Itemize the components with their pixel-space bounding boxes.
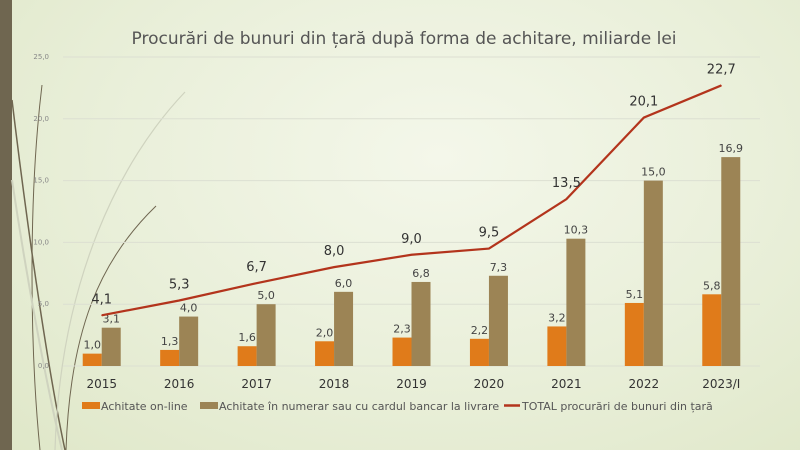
legend-label-cash: Achitate în numerar sau cu cardul bancar… bbox=[219, 400, 499, 413]
decorative-side-strip bbox=[0, 0, 12, 450]
x-tick-label: 2016 bbox=[164, 377, 195, 391]
data-label-online: 2,0 bbox=[316, 326, 334, 339]
bar-cash bbox=[643, 180, 663, 366]
total-point bbox=[643, 117, 645, 119]
data-label-online: 2,2 bbox=[471, 324, 489, 337]
total-point bbox=[256, 282, 258, 284]
data-label-online: 3,2 bbox=[548, 311, 566, 324]
x-tick-label: 2020 bbox=[474, 377, 505, 391]
bar-online bbox=[469, 338, 489, 366]
legend: Achitate on-line Achitate în numerar sau… bbox=[82, 400, 713, 413]
bar-cash bbox=[334, 291, 354, 366]
x-tick-label: 2018 bbox=[319, 377, 350, 391]
data-label-cash: 4,0 bbox=[180, 302, 198, 315]
data-label-online: 5,1 bbox=[626, 288, 644, 301]
data-label-total: 22,7 bbox=[707, 62, 736, 77]
y-tick-label: 10,0 bbox=[33, 238, 49, 246]
data-label-total: 8,0 bbox=[324, 244, 345, 259]
data-label-cash: 10,3 bbox=[564, 224, 589, 237]
total-point bbox=[178, 299, 180, 301]
x-tick-label: 2021 bbox=[551, 377, 582, 391]
legend-swatch-online bbox=[82, 402, 100, 409]
bar-online bbox=[624, 302, 644, 366]
data-label-online: 5,8 bbox=[703, 279, 721, 292]
decorative-curves bbox=[11, 84, 186, 450]
bar-cash bbox=[566, 238, 586, 366]
data-label-online: 1,0 bbox=[83, 339, 101, 352]
total-line bbox=[101, 84, 722, 317]
data-label-cash: 15,0 bbox=[641, 166, 666, 179]
data-label-total: 20,1 bbox=[629, 95, 658, 110]
legend-label-total: TOTAL procurări de bunuri din țară bbox=[521, 400, 713, 413]
total-point bbox=[720, 84, 722, 86]
data-label-total: 9,5 bbox=[479, 226, 500, 241]
bar-cash bbox=[411, 281, 431, 366]
data-label-online: 1,3 bbox=[161, 335, 179, 348]
data-label-online: 1,6 bbox=[238, 331, 256, 344]
total-point bbox=[411, 254, 412, 256]
data-label-total: 5,3 bbox=[169, 277, 190, 292]
bar-online bbox=[547, 326, 567, 366]
y-tick-label: 25,0 bbox=[33, 53, 49, 61]
data-label-cash: 3,1 bbox=[102, 313, 120, 326]
data-label-online: 2,3 bbox=[393, 323, 411, 336]
bar-online bbox=[315, 341, 335, 366]
bar-online bbox=[82, 353, 102, 366]
total-point bbox=[565, 198, 567, 200]
data-label-cash: 6,0 bbox=[335, 277, 353, 290]
y-tick-label: 5,0 bbox=[38, 300, 49, 308]
chart-title: Procurări de bunuri din țară după forma … bbox=[132, 29, 677, 49]
x-tick-label: 2022 bbox=[629, 377, 660, 391]
data-label-total: 6,7 bbox=[246, 260, 267, 275]
bar-online bbox=[392, 337, 412, 366]
legend-label-online: Achitate on-line bbox=[101, 400, 188, 413]
x-tick-label: 2023/I bbox=[702, 377, 740, 391]
bar-cash bbox=[488, 275, 508, 366]
data-label-cash: 6,8 bbox=[412, 267, 430, 280]
x-tick-label: 2019 bbox=[396, 377, 427, 391]
data-label-total: 13,5 bbox=[552, 176, 581, 191]
data-label-cash: 5,0 bbox=[257, 289, 275, 302]
y-tick-label: 0,0 bbox=[38, 362, 49, 370]
total-point bbox=[333, 266, 335, 268]
bar-online bbox=[702, 294, 722, 366]
bar-cash bbox=[256, 304, 276, 366]
bar-cash bbox=[721, 157, 741, 366]
total-point bbox=[488, 248, 490, 250]
bar-cash bbox=[179, 316, 199, 366]
y-tick-label: 20,0 bbox=[33, 115, 49, 123]
x-tick-label: 2015 bbox=[86, 377, 117, 391]
bar-online bbox=[237, 346, 257, 366]
data-label-total: 4,1 bbox=[91, 292, 112, 307]
data-label-total: 9,0 bbox=[401, 232, 422, 247]
y-tick-label: 15,0 bbox=[33, 177, 49, 185]
total-point bbox=[101, 314, 103, 316]
data-label-cash: 7,3 bbox=[490, 261, 508, 274]
bar-online bbox=[160, 349, 180, 366]
legend-swatch-cash bbox=[200, 402, 218, 409]
bar-cash bbox=[101, 327, 121, 366]
data-label-cash: 16,9 bbox=[719, 142, 744, 155]
x-tick-label: 2017 bbox=[241, 377, 272, 391]
